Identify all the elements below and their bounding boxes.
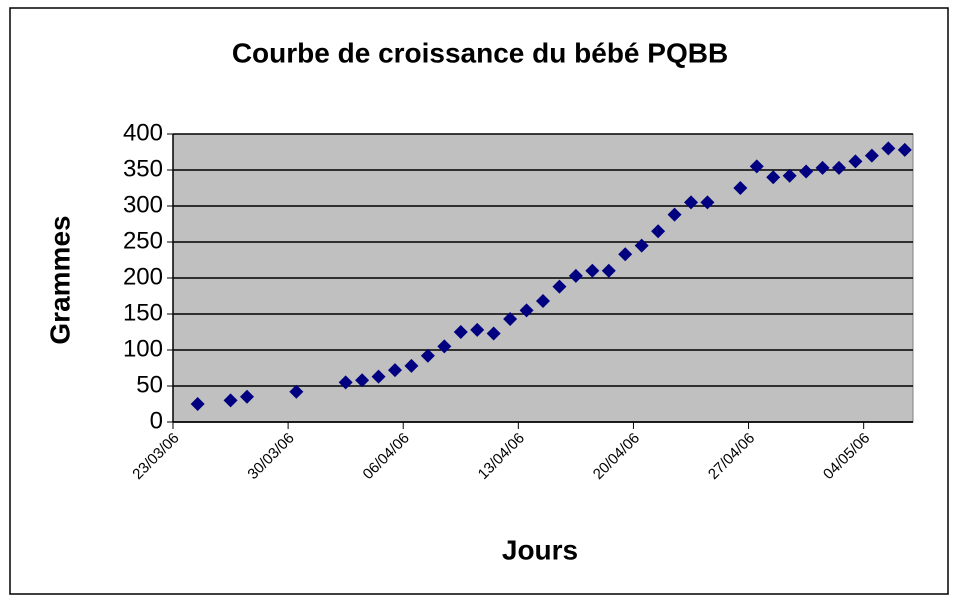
y-tick-label: 350 [123,155,163,182]
marker [766,170,781,185]
marker [881,141,896,156]
marker [453,325,468,339]
marker [848,154,863,169]
marker [733,181,748,195]
marker [618,247,633,262]
marker [536,294,550,309]
marker [371,369,386,384]
marker [519,303,534,318]
marker [684,195,698,210]
marker [437,339,452,354]
y-tick-label: 250 [123,227,163,254]
marker [223,393,238,408]
marker [552,279,567,294]
marker [700,195,715,210]
marker [667,207,682,222]
marker [799,164,814,179]
marker [832,160,846,175]
y-tick-label: 100 [123,335,163,362]
y-tick-label: 300 [123,191,163,218]
marker [782,168,797,183]
marker [864,148,879,163]
marker [388,363,402,378]
marker [240,389,254,404]
marker [568,268,583,283]
marker [585,263,600,278]
y-tick-label: 0 [150,407,163,434]
y-axis-label: Grammes [44,215,75,344]
marker [289,384,304,399]
marker [470,322,485,337]
marker [420,348,435,363]
marker [634,238,649,253]
chart-title: Courbe de croissance du bébé PQBB [232,37,728,68]
marker [486,326,501,341]
marker [749,159,764,174]
marker [651,224,666,239]
y-tick-label: 50 [136,371,163,398]
marker [503,312,518,327]
x-axis-label: Jours [502,534,578,565]
y-tick-label: 400 [123,119,163,146]
marker [897,142,912,157]
y-tick-label: 150 [123,299,163,326]
marker [815,160,830,175]
marker [355,373,370,388]
marker [338,375,353,390]
marker [404,358,419,373]
marker [190,397,205,411]
marker [601,263,616,278]
y-tick-label: 200 [123,263,163,290]
